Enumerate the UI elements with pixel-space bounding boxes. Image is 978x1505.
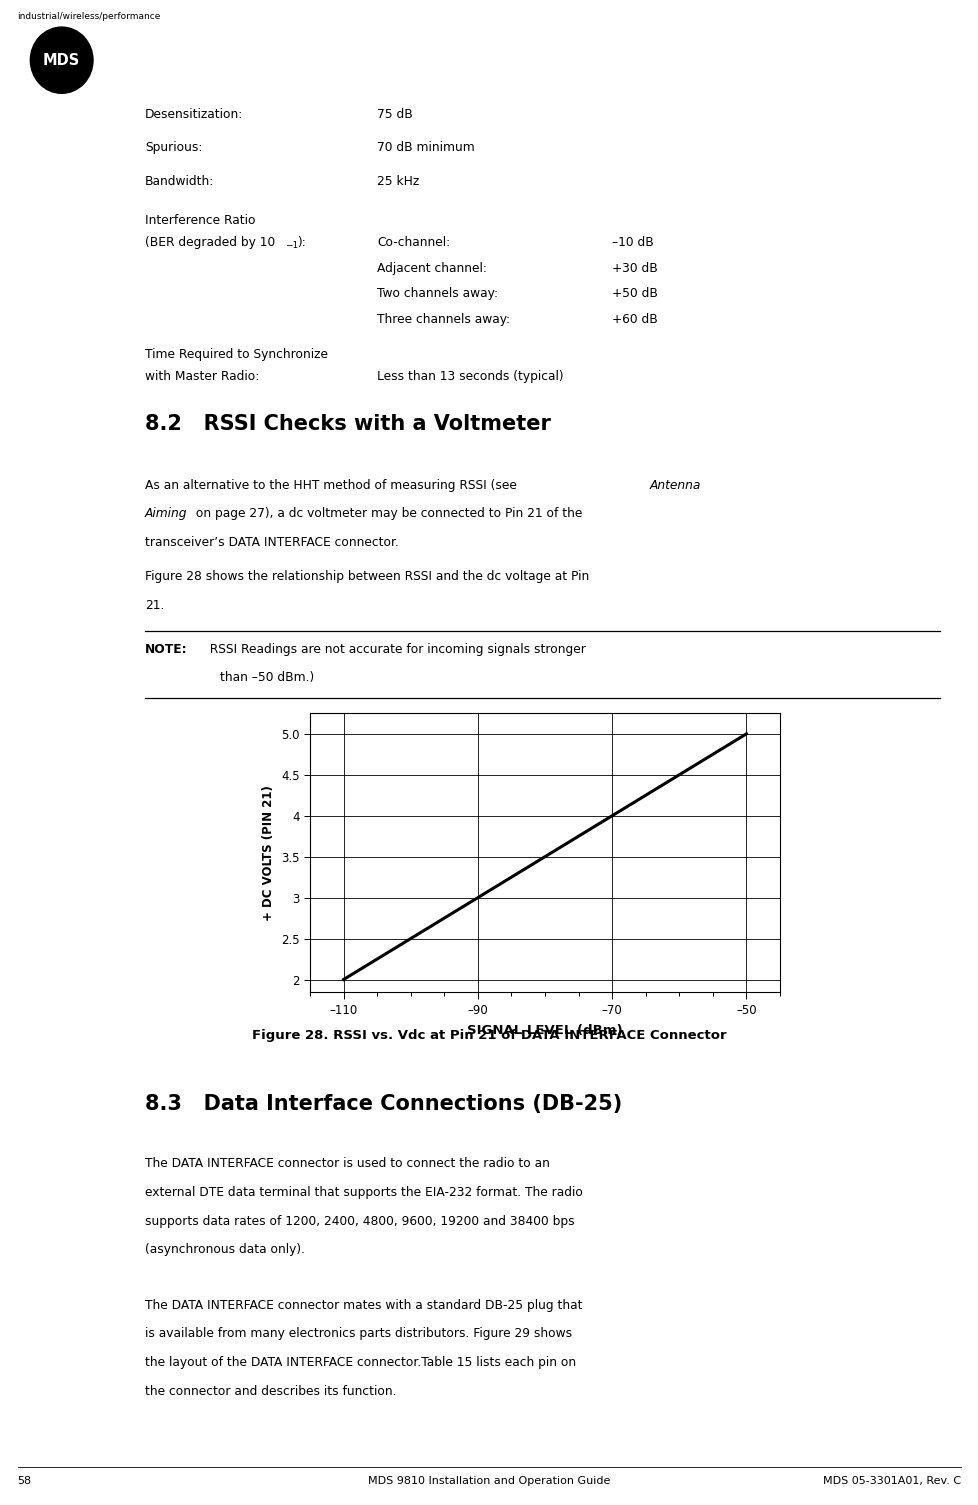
Text: The DATA INTERFACE connector mates with a standard DB-25 plug that: The DATA INTERFACE connector mates with …	[145, 1299, 582, 1312]
Text: industrial/wireless/performance: industrial/wireless/performance	[18, 12, 160, 21]
Text: Two channels away:: Two channels away:	[377, 287, 498, 301]
Text: 58: 58	[18, 1476, 31, 1487]
Text: with Master Radio:: with Master Radio:	[145, 370, 259, 384]
Text: the connector and describes its function.: the connector and describes its function…	[145, 1385, 396, 1398]
Text: 8.3   Data Interface Connections (DB-25): 8.3 Data Interface Connections (DB-25)	[145, 1094, 621, 1114]
Text: is available from many electronics parts distributors. Figure 29 shows: is available from many electronics parts…	[145, 1327, 571, 1341]
Text: +60 dB: +60 dB	[611, 313, 657, 327]
Text: Spurious:: Spurious:	[145, 141, 202, 155]
Text: RSSI Readings are not accurate for incoming signals stronger: RSSI Readings are not accurate for incom…	[201, 643, 585, 656]
Text: on page 27), a dc voltmeter may be connected to Pin 21 of the: on page 27), a dc voltmeter may be conne…	[192, 507, 582, 521]
Text: Bandwidth:: Bandwidth:	[145, 175, 214, 188]
Text: 25 kHz: 25 kHz	[377, 175, 419, 188]
Text: 75 dB: 75 dB	[377, 108, 413, 122]
Text: (BER degraded by 10: (BER degraded by 10	[145, 236, 275, 250]
Text: Less than 13 seconds (typical): Less than 13 seconds (typical)	[377, 370, 563, 384]
Text: Interference Ratio: Interference Ratio	[145, 214, 255, 227]
Y-axis label: + DC VOLTS (PIN 21): + DC VOLTS (PIN 21)	[262, 784, 275, 921]
X-axis label: SIGNAL LEVEL (dBm): SIGNAL LEVEL (dBm)	[467, 1023, 622, 1037]
Text: MDS 05-3301A01, Rev. C: MDS 05-3301A01, Rev. C	[822, 1476, 960, 1487]
Text: Figure 28. RSSI vs. Vdc at Pin 21 of DATA INTERFACE Connector: Figure 28. RSSI vs. Vdc at Pin 21 of DAT…	[252, 1029, 726, 1043]
Text: The DATA INTERFACE connector is used to connect the radio to an: The DATA INTERFACE connector is used to …	[145, 1157, 550, 1171]
Text: Time Required to Synchronize: Time Required to Synchronize	[145, 348, 328, 361]
Text: Aiming: Aiming	[145, 507, 187, 521]
Text: As an alternative to the HHT method of measuring RSSI (see: As an alternative to the HHT method of m…	[145, 479, 520, 492]
Text: MDS: MDS	[43, 53, 80, 68]
Text: NOTE:: NOTE:	[145, 643, 188, 656]
Text: the layout of the DATA INTERFACE connector.Table 15 lists each pin on: the layout of the DATA INTERFACE connect…	[145, 1356, 575, 1370]
Text: (asynchronous data only).: (asynchronous data only).	[145, 1243, 304, 1257]
Text: Antenna: Antenna	[649, 479, 700, 492]
Text: 8.2   RSSI Checks with a Voltmeter: 8.2 RSSI Checks with a Voltmeter	[145, 414, 551, 433]
Text: Adjacent channel:: Adjacent channel:	[377, 262, 486, 275]
Text: ):: ):	[296, 236, 305, 250]
Text: Three channels away:: Three channels away:	[377, 313, 510, 327]
Text: transceiver’s DATA INTERFACE connector.: transceiver’s DATA INTERFACE connector.	[145, 536, 398, 549]
Text: Co-channel:: Co-channel:	[377, 236, 450, 250]
Text: 21.: 21.	[145, 599, 164, 613]
Ellipse shape	[30, 27, 93, 93]
Text: supports data rates of 1200, 2400, 4800, 9600, 19200 and 38400 bps: supports data rates of 1200, 2400, 4800,…	[145, 1215, 574, 1228]
Text: MDS 9810 Installation and Operation Guide: MDS 9810 Installation and Operation Guid…	[368, 1476, 610, 1487]
Text: −1: −1	[285, 241, 298, 250]
Text: Desensitization:: Desensitization:	[145, 108, 243, 122]
Text: external DTE data terminal that supports the EIA-232 format. The radio: external DTE data terminal that supports…	[145, 1186, 582, 1199]
Text: +50 dB: +50 dB	[611, 287, 657, 301]
Text: 70 dB minimum: 70 dB minimum	[377, 141, 474, 155]
Text: –10 dB: –10 dB	[611, 236, 653, 250]
Text: than –50 dBm.): than –50 dBm.)	[220, 671, 314, 685]
Text: +30 dB: +30 dB	[611, 262, 657, 275]
Text: Figure 28 shows the relationship between RSSI and the dc voltage at Pin: Figure 28 shows the relationship between…	[145, 570, 589, 584]
